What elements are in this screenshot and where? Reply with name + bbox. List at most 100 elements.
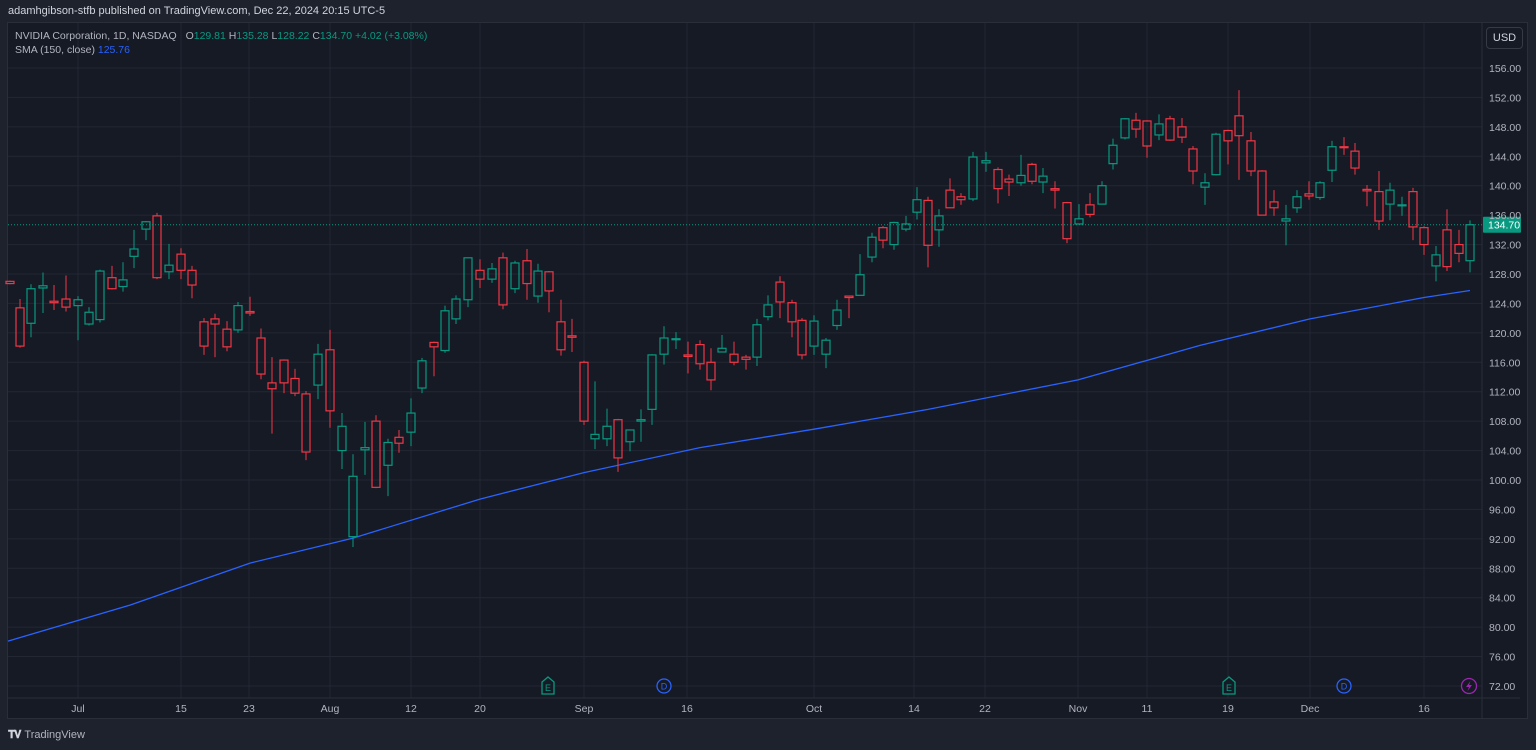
- candle: [1234, 90, 1244, 180]
- candle: [1292, 190, 1302, 213]
- candle: [245, 296, 255, 316]
- candle: [222, 321, 232, 352]
- currency-button[interactable]: USD: [1486, 27, 1523, 49]
- price-tick-label: 156.00: [1489, 63, 1521, 75]
- candle: [141, 221, 151, 241]
- candle: [1200, 173, 1210, 205]
- candle: [683, 341, 693, 374]
- symbol-title[interactable]: NVIDIA Corporation, 1D, NASDAQ: [15, 30, 177, 42]
- candle: [821, 338, 831, 369]
- brand-name[interactable]: TradingView: [24, 729, 85, 741]
- candle: [1085, 193, 1095, 218]
- candle: [1327, 140, 1337, 183]
- candle: [199, 318, 209, 355]
- time-tick-label: Aug: [321, 703, 340, 715]
- candle: [625, 429, 635, 452]
- candle: [187, 265, 197, 299]
- sma-line: [7, 289, 1471, 642]
- candle: [475, 259, 485, 288]
- candle: [61, 275, 71, 312]
- candle: [1304, 181, 1314, 200]
- candle: [867, 232, 877, 263]
- earnings-icon[interactable]: E: [1222, 676, 1236, 695]
- candle: [522, 248, 532, 300]
- sma-value: 125.76: [97, 44, 130, 56]
- candle: [717, 335, 727, 353]
- candle: [73, 296, 83, 341]
- candle: [1350, 143, 1360, 175]
- candle: [498, 252, 508, 310]
- svg-text:E: E: [1226, 683, 1232, 693]
- candle: [1050, 181, 1060, 209]
- candle: [775, 276, 785, 319]
- chart-frame[interactable]: [7, 22, 1528, 719]
- candle: [107, 265, 117, 290]
- price-tick-label: 152.00: [1489, 92, 1521, 104]
- candle: [567, 318, 577, 352]
- candle: [1108, 138, 1118, 170]
- candle: [510, 260, 520, 294]
- candle: [590, 381, 600, 450]
- candle: [1074, 204, 1084, 225]
- candles: [5, 90, 1475, 547]
- svg-text:D: D: [1341, 682, 1348, 692]
- candle: [981, 151, 991, 172]
- candle: [1097, 181, 1107, 205]
- candle: [417, 357, 427, 394]
- candle: [1269, 190, 1279, 216]
- candle: [1211, 132, 1221, 176]
- candle: [1408, 187, 1418, 241]
- time-tick-label: 16: [1418, 703, 1430, 715]
- price-axis[interactable]: 156.00 152.00 148.00 144.00 140.00 136.00 132.…: [1489, 63, 1521, 693]
- price-tick-label: 144.00: [1489, 151, 1521, 163]
- candle: [533, 263, 543, 303]
- time-tick-label: Dec: [1301, 703, 1320, 715]
- close-value: 134.70: [319, 30, 353, 42]
- price-tick-label: 116.00: [1489, 357, 1520, 369]
- candle: [49, 285, 59, 311]
- candle: [463, 257, 473, 308]
- svg-text:134.70: 134.70: [1488, 220, 1520, 232]
- candle: [164, 243, 174, 280]
- candle: [706, 348, 716, 391]
- price-tick-label: 120.00: [1489, 328, 1521, 340]
- chart-legend: NVIDIA Corporation, 1D, NASDAQ O129.81 H…: [15, 29, 427, 57]
- candle: [613, 418, 623, 472]
- candle: [487, 262, 497, 283]
- candle: [301, 390, 311, 461]
- time-tick-label: 11: [1142, 703, 1153, 715]
- candle: [855, 254, 865, 296]
- dividend-icon[interactable]: D: [1336, 678, 1352, 694]
- price-tick-label: 104.00: [1489, 446, 1521, 458]
- candle: [993, 167, 1003, 204]
- time-tick-label: Oct: [806, 703, 822, 715]
- earnings-icon[interactable]: E: [541, 676, 555, 695]
- candle: [945, 178, 955, 209]
- candle: [1188, 145, 1198, 185]
- close-label: C: [312, 30, 320, 42]
- candle: [360, 421, 370, 475]
- candle: [267, 357, 277, 434]
- candle: [176, 248, 186, 280]
- price-tick-label: 80.00: [1489, 622, 1515, 634]
- change-value: +4.02 (+3.08%): [354, 30, 428, 42]
- dividend-icon[interactable]: D: [656, 678, 672, 694]
- candle: [912, 187, 922, 220]
- candle: [889, 221, 899, 250]
- candle: [1257, 170, 1267, 216]
- price-tick-label: 108.00: [1489, 416, 1521, 428]
- candle: [1142, 120, 1152, 158]
- price-tick-label: 132.00: [1489, 240, 1521, 252]
- candle: [787, 299, 797, 338]
- footer: 𝐓𝐕 TradingView: [8, 726, 85, 744]
- lightning-icon[interactable]: [1460, 677, 1478, 695]
- price-tick-label: 88.00: [1489, 563, 1515, 575]
- sma-title[interactable]: SMA (150, close): [15, 44, 95, 56]
- candle: [1165, 115, 1175, 141]
- time-axis[interactable]: Jul 15 23 Aug 12 20 Sep 16 Oct 14 22 Nov 11 19 Dec 16: [71, 703, 1430, 715]
- candle: [279, 359, 289, 394]
- symbol-legend-row: NVIDIA Corporation, 1D, NASDAQ O129.81 H…: [15, 29, 427, 43]
- candle: [1315, 181, 1325, 200]
